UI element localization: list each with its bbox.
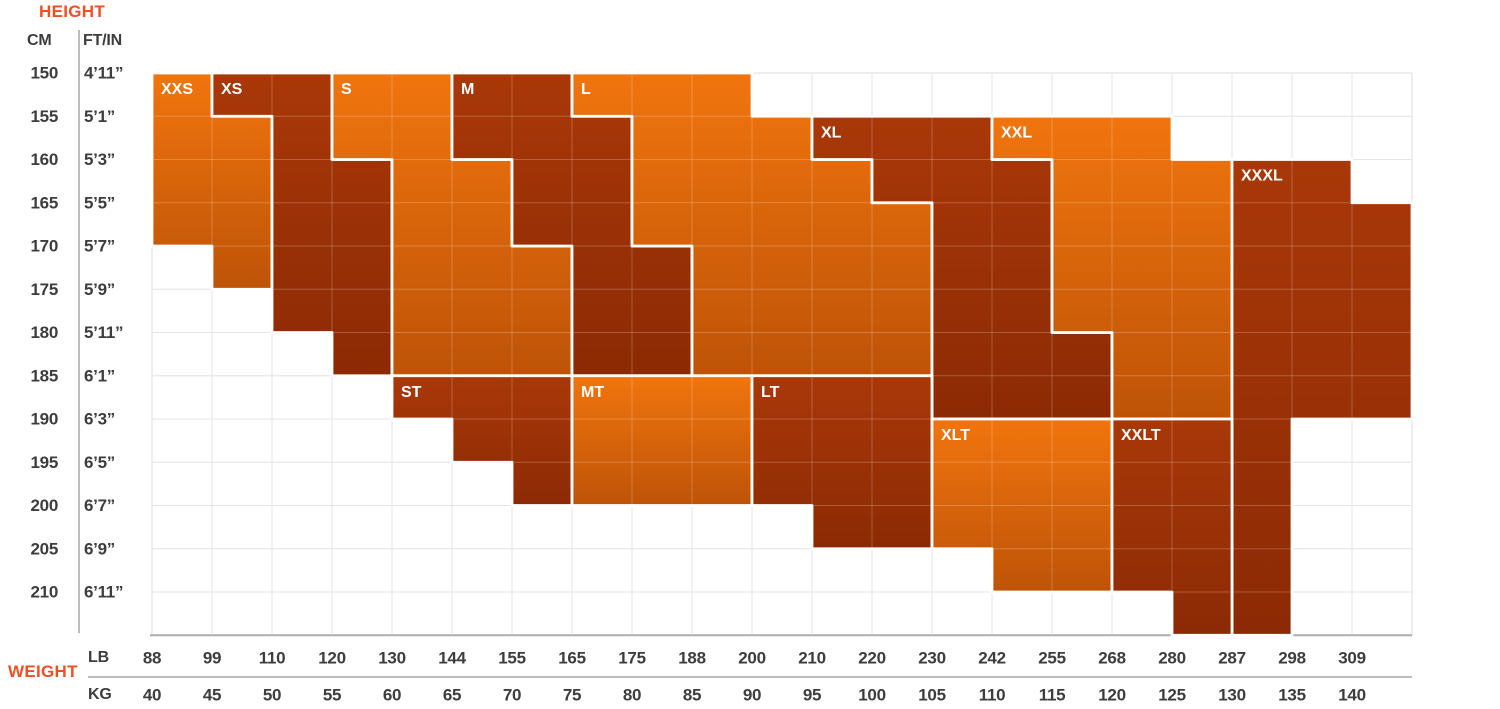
kg-tick-115: 115 xyxy=(1039,686,1066,705)
kg-tick-125: 125 xyxy=(1158,686,1185,705)
kg-tick-130: 130 xyxy=(1218,686,1245,705)
region-XXXL xyxy=(1230,158,1414,637)
cm-tick-150: 150 xyxy=(31,64,58,83)
lb-tick-88: 88 xyxy=(143,649,161,668)
lb-tick-188: 188 xyxy=(678,649,705,668)
cm-tick-180: 180 xyxy=(31,323,58,342)
ftin-tick-5: 5’9” xyxy=(84,280,115,299)
region-label-XXL: XXL xyxy=(1001,124,1032,141)
kg-tick-90: 90 xyxy=(743,686,761,705)
kg-tick-80: 80 xyxy=(623,686,641,705)
region-label-XXXL: XXXL xyxy=(1241,168,1283,185)
kg-tick-135: 135 xyxy=(1278,686,1305,705)
ftin-tick-4: 5’7” xyxy=(84,237,115,256)
kg-tick-70: 70 xyxy=(503,686,521,705)
lb-tick-144: 144 xyxy=(438,649,466,668)
region-XXLT xyxy=(1110,417,1234,637)
ftin-tick-10: 6’7” xyxy=(84,496,115,515)
region-label-M: M xyxy=(461,81,474,98)
lb-tick-110: 110 xyxy=(259,649,286,668)
lb-tick-242: 242 xyxy=(978,649,1005,668)
kg-tick-110: 110 xyxy=(979,686,1006,705)
kg-tick-85: 85 xyxy=(683,686,701,705)
cm-tick-195: 195 xyxy=(31,453,58,472)
region-label-XL: XL xyxy=(821,124,842,141)
kg-tick-140: 140 xyxy=(1338,686,1365,705)
ftin-tick-1: 5’1” xyxy=(84,107,115,126)
lb-tick-287: 287 xyxy=(1218,649,1245,668)
ftin-unit-label: FT/IN xyxy=(83,32,122,49)
kg-tick-95: 95 xyxy=(803,686,821,705)
lb-tick-120: 120 xyxy=(318,649,345,668)
cm-tick-185: 185 xyxy=(31,366,58,385)
ftin-tick-11: 6’9” xyxy=(84,539,115,558)
lb-unit-label: LB xyxy=(88,649,109,666)
kg-tick-65: 65 xyxy=(443,686,461,705)
lb-tick-298: 298 xyxy=(1278,649,1305,668)
lb-tick-165: 165 xyxy=(558,649,585,668)
lb-tick-200: 200 xyxy=(738,649,765,668)
size-regions: XXS XS S M L XL XXL XXXL ST MT LT XLT XXLT xyxy=(150,71,1414,637)
ftin-tick-7: 6’1” xyxy=(84,366,115,385)
ftin-tick-12: 6’11” xyxy=(84,583,123,602)
ftin-tick-3: 5’5” xyxy=(84,193,115,212)
lb-tick-230: 230 xyxy=(918,649,945,668)
kg-unit-label: KG xyxy=(88,686,112,703)
cm-tick-155: 155 xyxy=(31,107,58,126)
kg-tick-55: 55 xyxy=(323,686,341,705)
lb-tick-220: 220 xyxy=(858,649,885,668)
region-label-LT: LT xyxy=(761,384,780,401)
kg-tick-45: 45 xyxy=(203,686,221,705)
ftin-tick-6: 5’11” xyxy=(84,323,123,342)
cm-unit-label: CM xyxy=(27,32,52,49)
cm-tick-175: 175 xyxy=(31,280,58,299)
cm-tick-205: 205 xyxy=(31,539,58,558)
region-label-XLT: XLT xyxy=(941,427,970,444)
region-LT xyxy=(750,374,934,551)
cm-tick-200: 200 xyxy=(31,496,58,515)
height-axis-title: HEIGHT xyxy=(39,2,106,21)
cm-tick-190: 190 xyxy=(31,410,58,429)
lb-tick-268: 268 xyxy=(1098,649,1125,668)
lb-tick-210: 210 xyxy=(798,649,825,668)
region-label-S: S xyxy=(341,81,352,98)
region-label-XXS: XXS xyxy=(161,81,193,98)
cm-tick-170: 170 xyxy=(31,237,58,256)
cm-tick-210: 210 xyxy=(31,583,58,602)
lb-tick-255: 255 xyxy=(1038,649,1065,668)
kg-tick-50: 50 xyxy=(263,686,281,705)
region-label-L: L xyxy=(581,81,591,98)
lb-tick-280: 280 xyxy=(1158,649,1185,668)
lb-tick-99: 99 xyxy=(203,649,221,668)
kg-tick-40: 40 xyxy=(143,686,161,705)
region-label-MT: MT xyxy=(581,384,604,401)
region-label-XS: XS xyxy=(221,81,243,98)
kg-tick-120: 120 xyxy=(1098,686,1125,705)
kg-tick-100: 100 xyxy=(858,686,885,705)
cm-tick-160: 160 xyxy=(31,150,58,169)
ftin-tick-9: 6’5” xyxy=(84,453,115,472)
region-label-ST: ST xyxy=(401,384,422,401)
cm-tick-165: 165 xyxy=(31,193,58,212)
kg-tick-75: 75 xyxy=(563,686,581,705)
ftin-tick-0: 4’11” xyxy=(84,64,123,83)
lb-tick-130: 130 xyxy=(378,649,405,668)
lb-tick-175: 175 xyxy=(618,649,645,668)
kg-tick-60: 60 xyxy=(383,686,401,705)
kg-tick-105: 105 xyxy=(918,686,945,705)
lb-tick-155: 155 xyxy=(498,649,525,668)
inner-grid-overlay xyxy=(152,73,1412,636)
ftin-tick-8: 6’3” xyxy=(84,410,115,429)
ftin-tick-2: 5’3” xyxy=(84,150,115,169)
weight-axis-title: WEIGHT xyxy=(8,662,78,681)
region-label-XXLT: XXLT xyxy=(1121,427,1161,444)
lb-tick-309: 309 xyxy=(1338,649,1365,668)
